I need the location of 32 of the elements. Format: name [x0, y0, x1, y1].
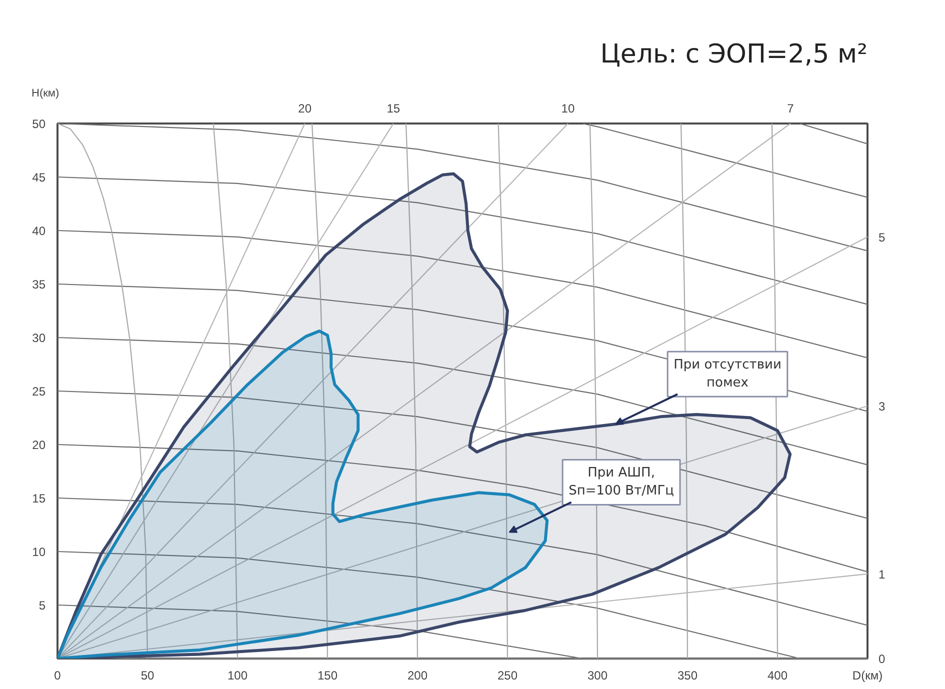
- x-tick-label: 50: [140, 668, 154, 682]
- y-tick-label: 25: [32, 384, 46, 398]
- series-label: 0: [878, 652, 886, 666]
- y-tick-label: 20: [32, 438, 46, 452]
- y-tick-label: 5: [38, 598, 46, 612]
- y-tick-label: 40: [32, 224, 46, 238]
- x-tick-label: 350: [677, 668, 698, 682]
- y-tick-label: 30: [32, 331, 46, 345]
- x-tick-label: 200: [407, 668, 428, 682]
- series-label: 3: [878, 399, 886, 414]
- series-label: 15: [386, 102, 400, 116]
- series-label: 5: [878, 230, 886, 244]
- series-label: 20: [298, 102, 312, 116]
- x-tick-label: 100: [227, 668, 248, 682]
- series-label: 7: [787, 102, 794, 116]
- x-axis-title: D(км): [852, 668, 883, 682]
- y-axis-title: H(км): [32, 88, 60, 100]
- x-tick-label: 0: [54, 668, 62, 682]
- y-tick-label: 15: [32, 492, 46, 506]
- x-tick-label: 400: [767, 668, 788, 682]
- annotation: При отсутствии помех: [674, 358, 782, 391]
- series-label: 1: [878, 567, 886, 582]
- y-tick-label: 10: [32, 545, 46, 559]
- y-tick-label: 45: [32, 170, 46, 184]
- x-tick-label: 150: [317, 668, 338, 682]
- chart-title: Цель: с ЭОП=2,5 м²: [600, 40, 868, 70]
- annotation: При АШП, Sп=100 Вт/МГц: [568, 466, 674, 499]
- x-tick-label: 250: [497, 668, 518, 682]
- series-label: 10: [561, 102, 575, 116]
- y-tick-label: 35: [32, 278, 46, 292]
- y-tick-label: 50: [32, 117, 46, 131]
- x-tick-label: 300: [587, 668, 608, 682]
